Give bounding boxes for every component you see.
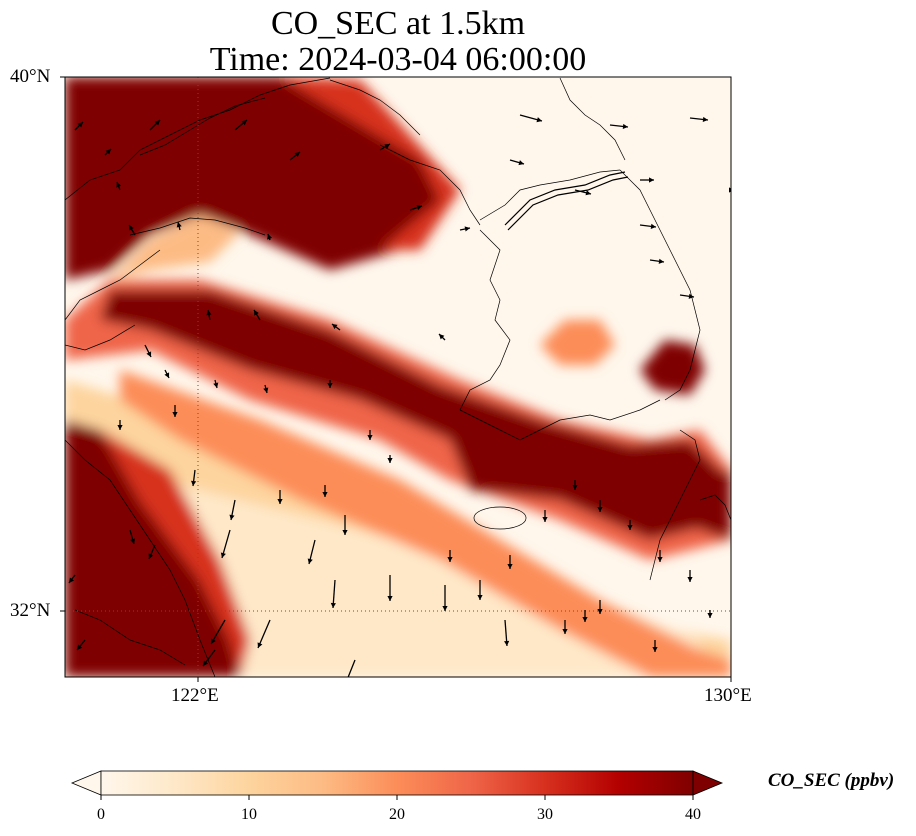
wind-vector-head [597, 609, 603, 614]
colorbar-tick-40: 40 [685, 806, 701, 823]
wind-vector-head [146, 351, 152, 357]
wind-vector-head [536, 117, 542, 123]
wind-vector-head [542, 517, 548, 522]
wind-vector-head [267, 234, 273, 240]
wind-vector-head [117, 425, 123, 430]
wind-vector-head [507, 564, 513, 569]
wind-vector-head [627, 525, 633, 530]
wind-vector-head [213, 382, 219, 388]
wind-vector-head [657, 557, 663, 562]
wind-vector-head [464, 226, 470, 232]
map-title-line1: CO_SEC at 1.5km [270, 5, 526, 42]
wind-vector-head [211, 638, 216, 644]
wind-vector-head [154, 120, 160, 126]
colorbar [70, 770, 724, 800]
wind-vector-head [688, 293, 694, 299]
wind-vector-head [77, 122, 83, 128]
wind-vector-head [241, 120, 247, 126]
wind-vector-head [650, 223, 656, 229]
wind-vector-head [327, 383, 333, 388]
wind-vector-head [585, 190, 591, 196]
wind-vector-head [294, 152, 300, 158]
wind-vector-head [597, 507, 603, 512]
wind-vector-head [387, 596, 393, 601]
wind-vector-head [330, 602, 336, 608]
colorbar-tick-10: 10 [241, 806, 257, 823]
wind-vector-head [652, 647, 658, 652]
colorbar-extend-max [692, 770, 724, 796]
wind-vector-head [69, 577, 75, 583]
wind-vector-head [220, 552, 226, 558]
wind-vector-head [257, 642, 263, 648]
wind-vector-head [116, 182, 122, 188]
wind-vector-head [332, 324, 338, 330]
wind-vector-head [384, 144, 390, 149]
wind-vector-head [447, 557, 453, 562]
colorbar-tick-0: 0 [97, 806, 105, 823]
wind-vector-head [172, 412, 178, 417]
lat-label-40n: 40°N [10, 66, 51, 87]
gridlines [65, 77, 731, 677]
wind-vector-head [77, 644, 83, 650]
wind-vector-head [572, 485, 578, 490]
wind-vector-head [342, 530, 348, 535]
wind-vector-head [254, 310, 259, 316]
wind-vector-head [367, 435, 373, 440]
wind-vector-head [658, 258, 664, 264]
wind-vector-head [206, 310, 212, 316]
wind-vector-head [342, 684, 347, 690]
wind-vector [257, 619, 271, 649]
lon-label-130e: 130°E [704, 685, 752, 706]
wind-vector-head [707, 613, 713, 618]
wind-vector-head [622, 123, 628, 130]
wind-vector-head [387, 458, 393, 463]
wind-vector-head [129, 225, 134, 231]
wind-vector-head [203, 660, 209, 666]
wind-vector-head [439, 334, 445, 340]
coastlines [65, 77, 731, 677]
map-frame [64, 76, 732, 678]
wind-vector-head [702, 116, 708, 123]
wind-vector-head [649, 177, 654, 183]
wind-vector-head [442, 606, 448, 611]
wind-vector-head [191, 480, 197, 486]
wind-vector-head [277, 499, 283, 504]
wind-vector-head [477, 595, 483, 600]
wind-vector-head [164, 372, 170, 378]
wind-vector [347, 659, 356, 677]
colorbar-tick-30: 30 [537, 806, 553, 823]
wind-vector-head [130, 538, 136, 544]
map-plot-area [65, 77, 731, 690]
wind-vector-head [582, 617, 588, 622]
map-title-line2: Time: 2024-03-04 06:00:00 [209, 41, 587, 78]
wind-vector-head [416, 205, 422, 211]
wind-vector-head [687, 577, 693, 582]
wind-vector-head [504, 640, 510, 646]
wind-vector-head [176, 222, 182, 228]
wind-vector-head [307, 558, 313, 564]
colorbar-label: CO_SEC (ppbv) [768, 770, 895, 791]
lon-label-122e: 122°E [171, 685, 219, 706]
colorbar-extend-min [70, 770, 102, 796]
colorbar-gradient [101, 771, 693, 795]
wind-vector-head [148, 553, 154, 559]
wind-vector-head [518, 160, 524, 166]
wind-vector-head [105, 149, 111, 155]
wind-vector-head [562, 629, 568, 634]
wind-vector-head [263, 387, 269, 393]
wind-vector-head [229, 514, 235, 520]
wind-vector-field [68, 114, 731, 690]
lat-label-32n: 32°N [10, 600, 51, 621]
wind-vector-head [322, 492, 328, 497]
colorbar-tick-20: 20 [389, 806, 405, 823]
